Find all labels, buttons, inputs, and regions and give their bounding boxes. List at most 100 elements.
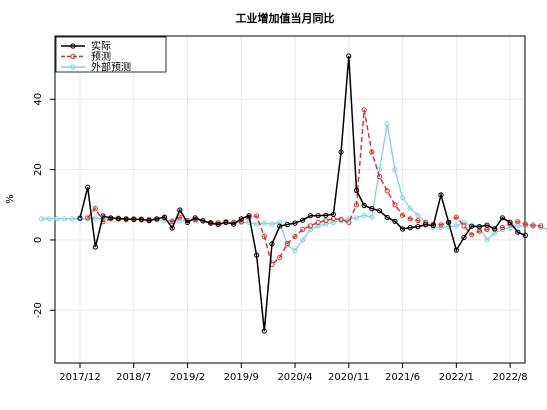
data-point: [369, 206, 375, 212]
data-point: [46, 216, 52, 222]
data-point: [423, 222, 429, 228]
data-point: [323, 218, 329, 224]
data-point: [515, 219, 521, 225]
data-point: [261, 328, 267, 334]
data-point: [484, 222, 490, 228]
data-point: [307, 226, 313, 232]
series-1: [85, 107, 544, 268]
x-tick-label: 2018/7: [116, 372, 151, 383]
data-point: [392, 202, 398, 208]
data-point: [484, 237, 490, 243]
legend-marker: [70, 53, 76, 60]
data-point: [154, 216, 160, 222]
data-point: [453, 247, 459, 253]
data-point: [146, 218, 152, 224]
data-point: [115, 216, 122, 222]
legend-marker: [70, 64, 76, 70]
data-point: [361, 212, 367, 218]
data-point: [384, 214, 390, 220]
data-point: [315, 213, 321, 219]
data-point: [499, 215, 505, 221]
data-point: [507, 219, 513, 225]
data-point: [254, 221, 260, 227]
data-point: [392, 167, 398, 173]
data-point: [208, 220, 214, 226]
data-point: [92, 244, 99, 250]
data-point: [307, 213, 313, 219]
plot-frame: [54, 35, 526, 364]
data-point: [200, 218, 206, 224]
data-point: [92, 205, 99, 211]
data-point: [215, 221, 221, 228]
x-tick-label: 2019/9: [224, 372, 259, 383]
data-point: [492, 226, 498, 232]
data-point: [353, 202, 360, 208]
data-point: [323, 221, 329, 227]
series-0: [77, 53, 529, 334]
x-tick-label: 2020/4: [277, 372, 312, 383]
data-point: [522, 232, 529, 238]
data-point: [39, 216, 45, 222]
data-point: [100, 213, 106, 219]
data-point: [192, 215, 198, 221]
data-point: [277, 254, 283, 261]
data-point: [269, 221, 275, 227]
data-point: [407, 225, 413, 231]
legend-marker: [70, 43, 76, 49]
data-point: [369, 149, 375, 155]
data-point: [438, 222, 444, 228]
data-point: [62, 216, 68, 222]
data-point: [177, 207, 183, 213]
data-point: [522, 221, 529, 227]
data-point: [300, 237, 306, 243]
data-point: [261, 233, 267, 239]
data-point: [330, 211, 336, 217]
data-point: [108, 215, 114, 221]
y-tick-label: 20: [33, 163, 44, 176]
legend-label: 外部预测: [91, 61, 131, 74]
data-point: [499, 225, 505, 231]
data-point: [184, 219, 191, 225]
y-tick-label: 40: [33, 93, 44, 106]
data-point: [77, 215, 83, 221]
y-tick-label: 0: [33, 237, 44, 243]
axes: -20 0 20 40 2017/12 2018/7 2019/2 2019/9 2020/4 2…: [33, 93, 528, 383]
data-point: [169, 225, 175, 231]
data-point: [69, 216, 75, 222]
series: [39, 53, 547, 334]
data-point: [254, 213, 260, 219]
series-line: [79, 55, 526, 332]
data-point: [246, 219, 252, 225]
data-point: [376, 208, 383, 214]
data-point: [300, 217, 306, 223]
data-point: [123, 216, 129, 222]
legend-label: 实际: [91, 40, 111, 53]
data-point: [85, 215, 91, 221]
data-point: [338, 216, 344, 223]
data-point: [515, 229, 521, 235]
data-point: [476, 224, 482, 230]
data-point: [538, 223, 544, 229]
data-point: [430, 222, 436, 229]
y-tick-label: -20: [33, 302, 44, 318]
grid: [55, 36, 525, 363]
series-line: [87, 109, 541, 266]
data-point: [330, 219, 336, 225]
data-point: [415, 212, 421, 218]
x-tick-label: 2022/8: [492, 372, 527, 383]
series-line: [41, 123, 547, 252]
x-tick-label: 2022/1: [439, 372, 474, 383]
data-point: [453, 223, 459, 229]
x-tick-label: 2017/12: [59, 372, 101, 383]
data-point: [461, 223, 467, 229]
data-point: [254, 252, 260, 258]
data-point: [323, 212, 329, 218]
data-point: [292, 220, 298, 226]
data-point: [415, 218, 421, 224]
data-point: [307, 223, 313, 229]
data-point: [315, 219, 321, 225]
legend-label: 预测: [91, 50, 111, 63]
x-tick-label: 2020/11: [328, 372, 370, 383]
data-point: [376, 174, 383, 180]
